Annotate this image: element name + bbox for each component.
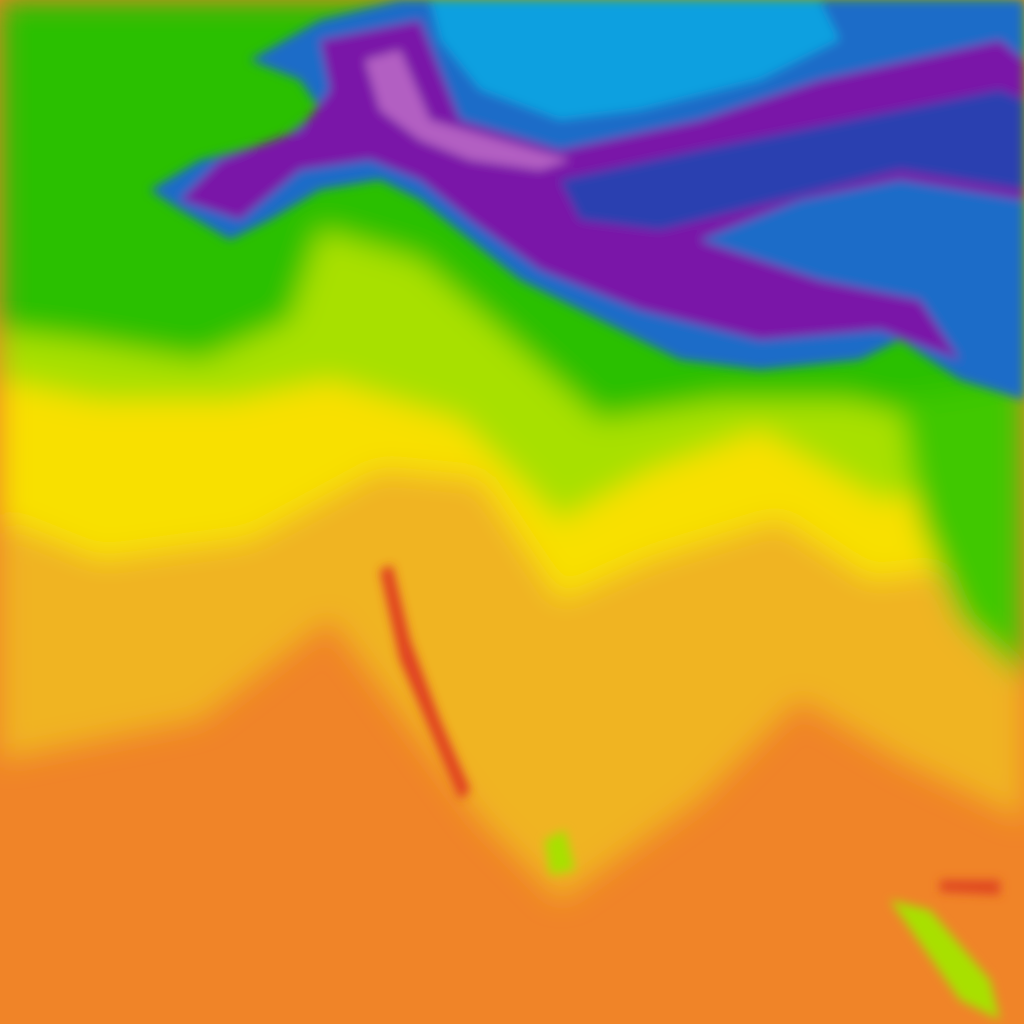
high-peaks (365, 50, 570, 170)
tibet-lake-region (430, 0, 840, 120)
red-south (940, 880, 1000, 895)
tibet-dark-blue (560, 90, 1024, 230)
green-coast-se (890, 900, 1000, 1020)
green-east-zone (900, 380, 1024, 680)
red-ridge (380, 565, 470, 800)
green-spot-south (545, 830, 575, 875)
